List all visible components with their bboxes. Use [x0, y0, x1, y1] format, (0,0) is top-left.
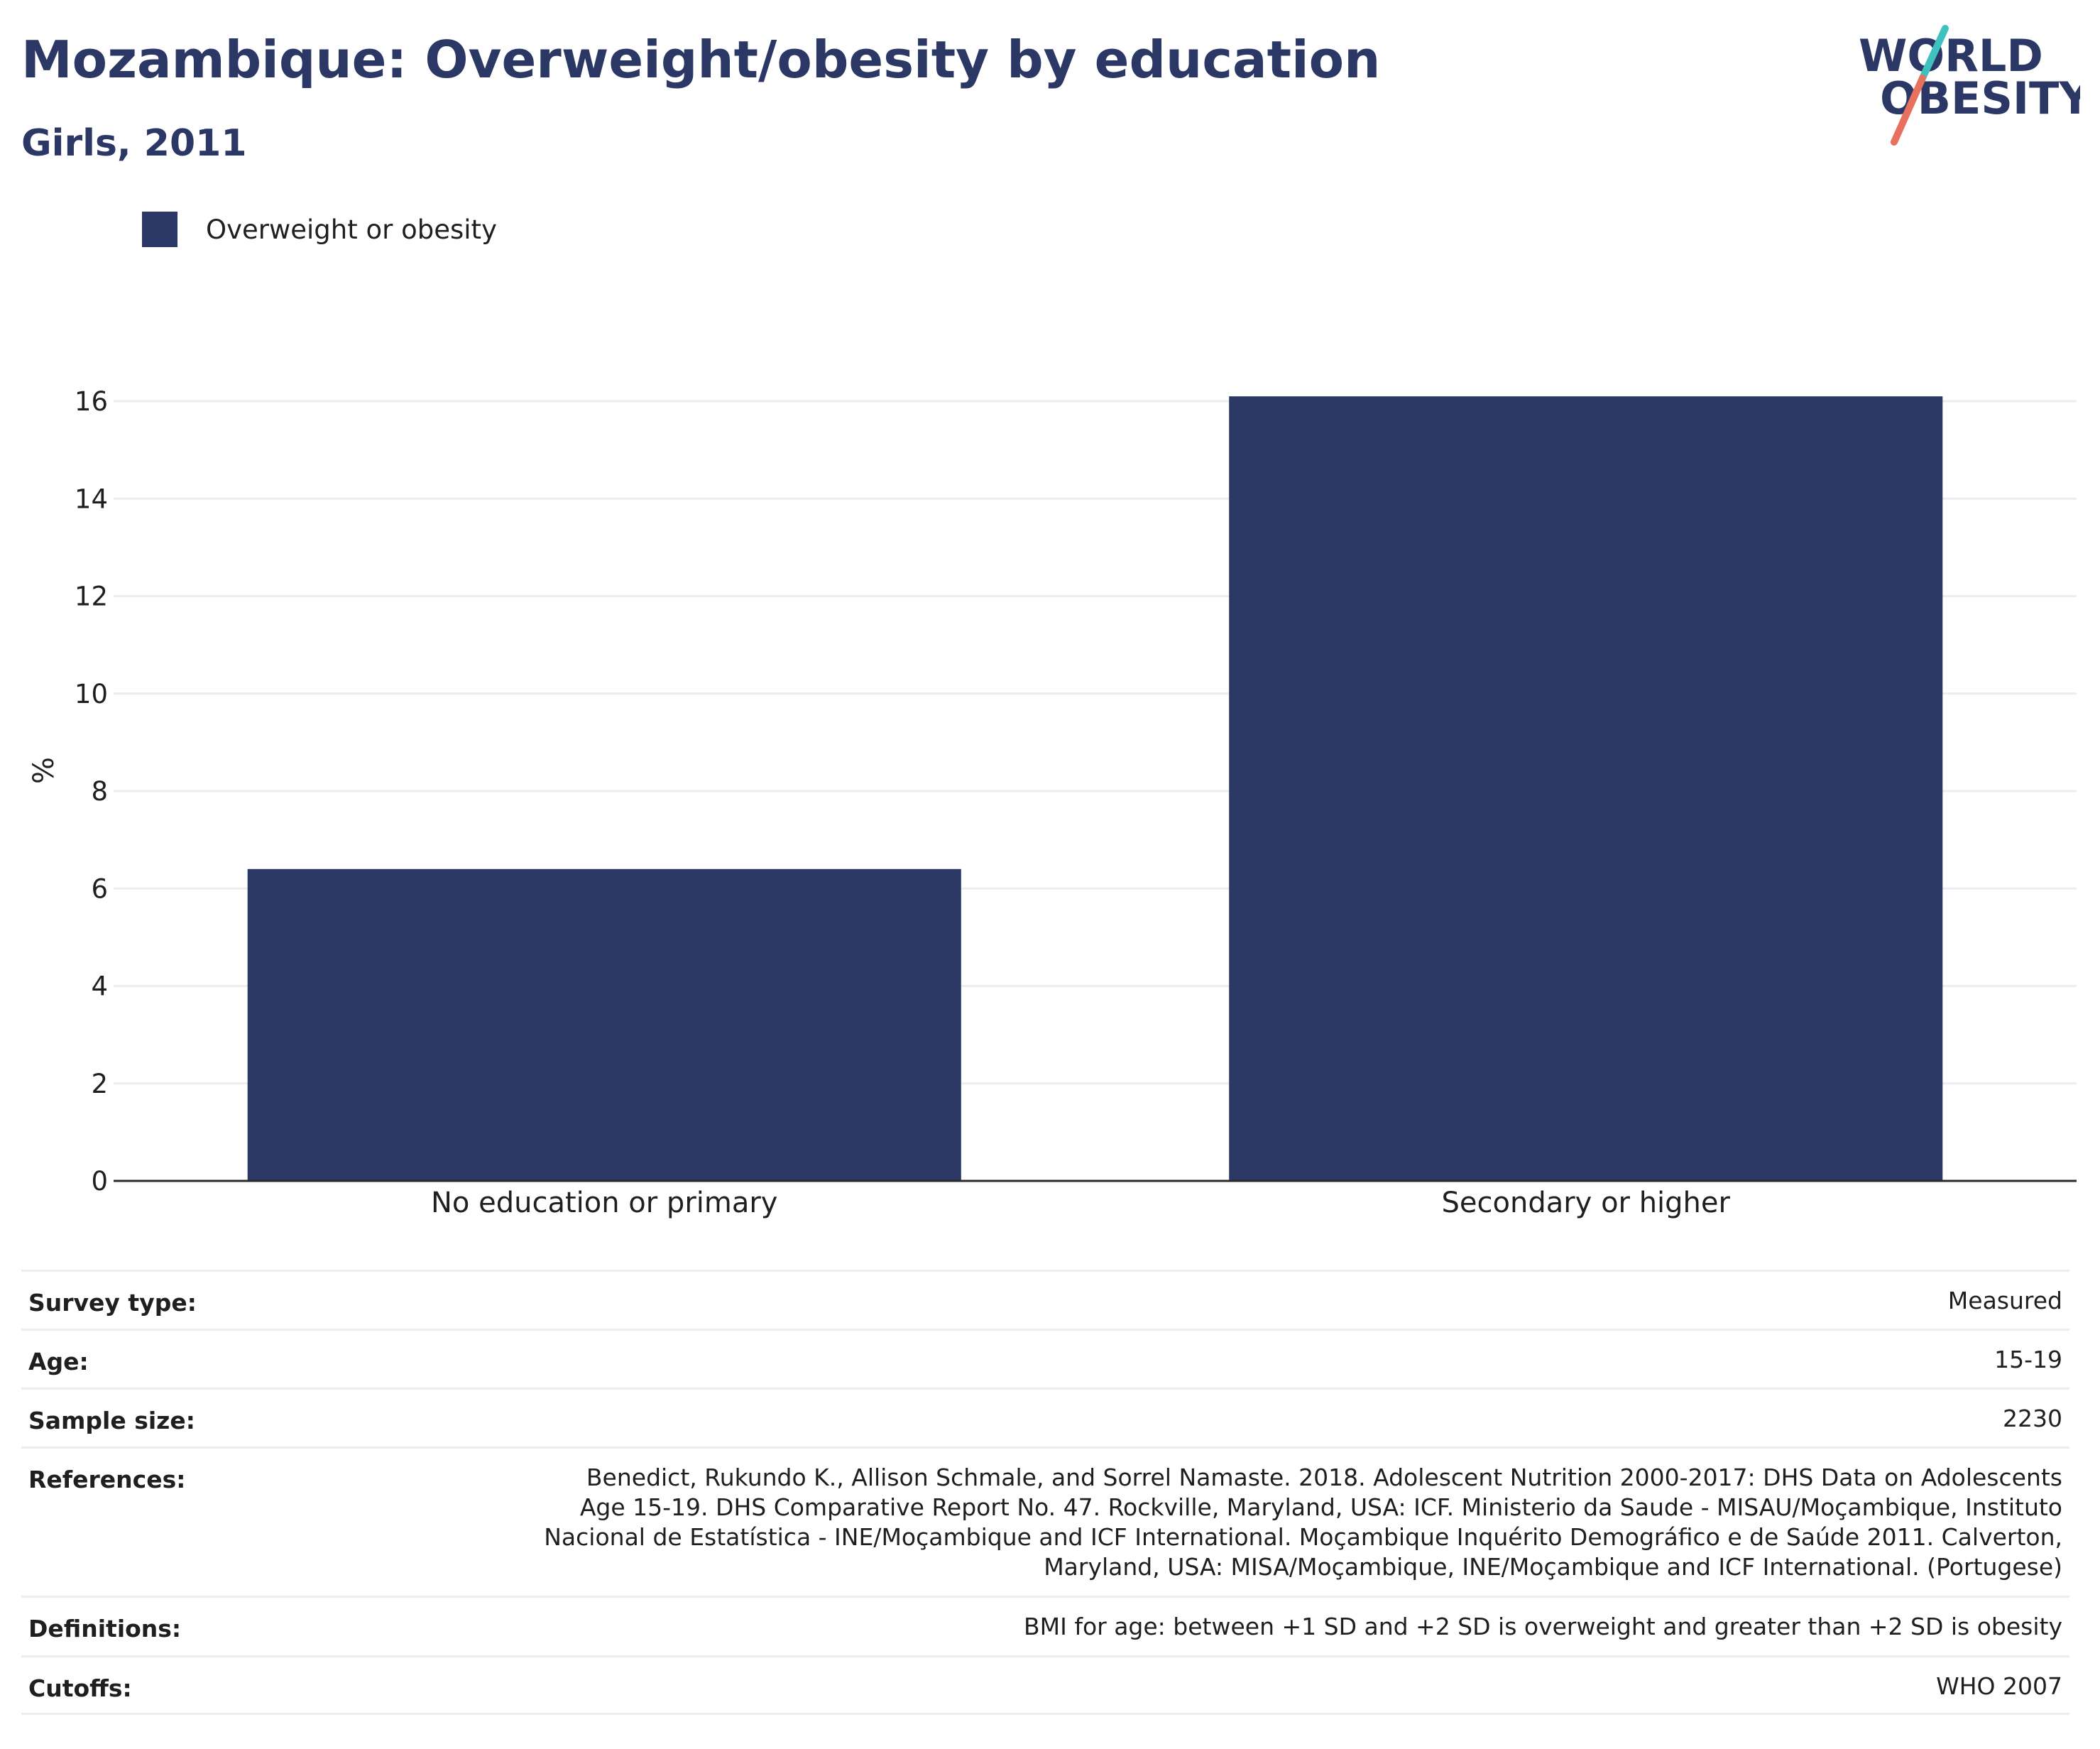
- meta-row-definitions: Definitions: BMI for age: between +1 SD …: [21, 1596, 2069, 1655]
- y-tick-label: 8: [91, 776, 108, 807]
- definitions-value: BMI for age: between +1 SD and +2 SD is …: [1024, 1613, 2062, 1640]
- cutoffs-label: Cutoffs:: [28, 1674, 132, 1702]
- meta-row-age: Age: 15-19: [21, 1329, 2069, 1388]
- legend[interactable]: Overweight or obesity: [142, 211, 497, 248]
- logo-line-world: WORLD: [1859, 30, 2043, 82]
- x-tick-label: No education or primary: [431, 1187, 777, 1219]
- x-tick-label: Secondary or higher: [1442, 1187, 1731, 1219]
- y-tick-label: 2: [91, 1069, 108, 1099]
- age-value: 15-19: [1994, 1346, 2062, 1373]
- cutoffs-value: WHO 2007: [1936, 1672, 2062, 1700]
- legend-swatch: [142, 212, 177, 247]
- bar: [1229, 396, 1943, 1182]
- sample-size-value: 2230: [2003, 1405, 2062, 1432]
- meta-row-survey-type: Survey type: Measured: [21, 1270, 2069, 1329]
- chart-title: Mozambique: Overweight/obesity by educat…: [21, 30, 1381, 89]
- y-tick-label: 4: [91, 971, 108, 1002]
- y-tick-label: 10: [75, 679, 108, 709]
- age-label: Age:: [28, 1348, 89, 1375]
- chart-subtitle: Girls, 2011: [21, 122, 247, 165]
- y-tick-label: 14: [75, 484, 108, 514]
- metadata-table: Survey type: Measured Age: 15-19 Sample …: [21, 1270, 2069, 1715]
- meta-row-references: References: Benedict, Rukundo K., Alliso…: [21, 1446, 2069, 1596]
- sample-size-label: Sample size:: [28, 1407, 195, 1434]
- meta-row-cutoffs: Cutoffs: WHO 2007: [21, 1655, 2069, 1715]
- survey-type-label: Survey type:: [28, 1289, 197, 1317]
- bar-chart: 0 2 4 6 8 10 12 14 16 No education or primary Seco…: [28, 386, 2077, 1219]
- references-label: References:: [28, 1466, 186, 1493]
- y-tick-label: 12: [75, 582, 108, 612]
- meta-row-sample-size: Sample size: 2230: [21, 1388, 2069, 1446]
- bar: [247, 868, 961, 1181]
- survey-type-value: Measured: [1947, 1287, 2062, 1314]
- y-tick-label: 16: [75, 386, 108, 417]
- logo-slash-coral: [1891, 75, 1926, 146]
- world-obesity-logo: WORLD OBESITY: [1859, 25, 2080, 146]
- references-value: Benedict, Rukundo K., Allison Schmale, a…: [544, 1464, 2062, 1581]
- definitions-label: Definitions:: [28, 1615, 182, 1642]
- logo-slash-teal: [1919, 25, 1949, 82]
- y-axis-label: %: [28, 757, 60, 784]
- legend-label: Overweight or obesity: [206, 214, 497, 245]
- y-tick-label: 0: [91, 1166, 108, 1197]
- y-tick-label: 6: [91, 873, 108, 904]
